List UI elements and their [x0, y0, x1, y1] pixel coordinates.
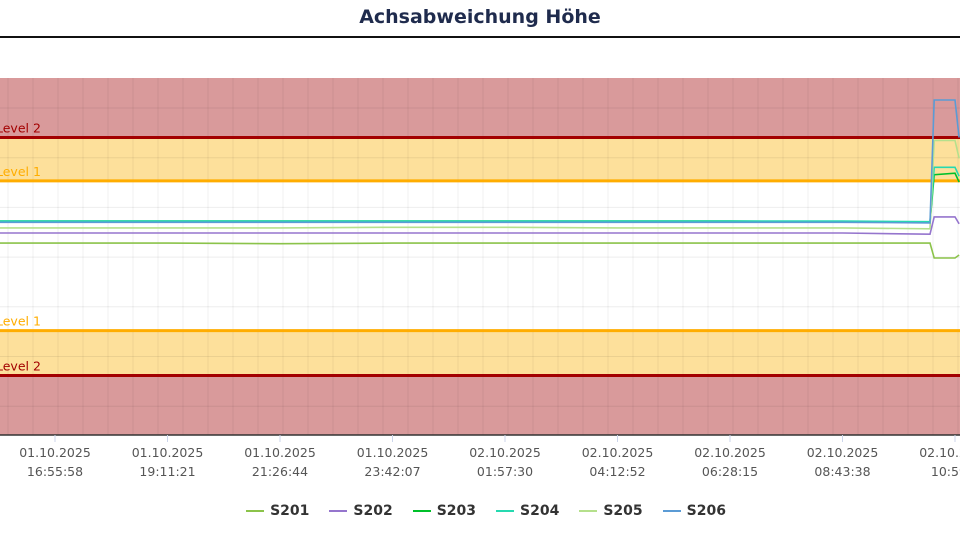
x-tick-date: 02.10.2025	[694, 445, 766, 460]
x-tick-time: 06:28:15	[702, 464, 758, 479]
legend-label: S206	[686, 503, 726, 519]
legend-item-s201[interactable]: S201	[246, 503, 309, 519]
x-tick-time: 08:43:38	[814, 464, 870, 479]
legend-label: S204	[520, 503, 560, 519]
legend-swatch	[329, 510, 348, 512]
legend-swatch	[496, 510, 514, 512]
legend-swatch	[246, 510, 265, 512]
level1-upper-zone	[0, 137, 960, 181]
legend-label: S202	[353, 503, 393, 519]
legend-item-s203[interactable]: S203	[412, 503, 476, 519]
legend-label: S201	[270, 503, 310, 519]
x-tick-time: 23:42:07	[364, 464, 420, 479]
threshold-label: Level 2	[0, 359, 41, 374]
series-line-s205	[0, 139, 960, 230]
x-tick-date: 01.10.2025	[244, 445, 316, 460]
threshold-label: Level 1	[0, 164, 41, 179]
legend-swatch	[579, 510, 598, 512]
level2-upper-zone	[0, 78, 960, 138]
x-tick-time: 01:57:30	[477, 464, 533, 479]
x-tick-time: 19:11:21	[139, 464, 195, 479]
legend-item-s205[interactable]: S205	[579, 503, 643, 519]
series-line-s202	[0, 216, 960, 236]
series-line-s201	[0, 242, 960, 259]
chart-plot: Level 2 Level 1 Level 1 Level 2 01.10.2025 16…	[0, 78, 960, 479]
legend-item-s204[interactable]: S204	[496, 503, 559, 519]
level1-lower-zone	[0, 330, 960, 376]
legend-label: S203	[436, 503, 476, 519]
x-tick-date: 01.10.2025	[132, 445, 204, 460]
threshold-label: Level 1	[0, 314, 41, 329]
chart-title: Achsabweichung Höhe	[0, 0, 960, 38]
legend-swatch	[662, 510, 681, 512]
legend-item-s206[interactable]: S206	[662, 503, 726, 519]
series-line-s206	[0, 99, 960, 224]
legend-item-s202[interactable]: S202	[329, 503, 393, 519]
x-tick-time: 21:26:44	[252, 464, 308, 479]
x-tick-date: 01.10.2025	[357, 445, 429, 460]
x-tick-date: 02.10.2025	[919, 445, 960, 460]
x-tick-date: 02.10.2025	[469, 445, 541, 460]
x-tick-time: 04:12:52	[589, 464, 645, 479]
legend: S201 S202 S203 S204 S205 S206	[6, 503, 960, 519]
level2-lower-zone	[0, 375, 960, 435]
series-line-s204	[0, 166, 960, 223]
x-tick-date: 02.10.2025	[807, 445, 879, 460]
x-tick-date: 02.10.2025	[582, 445, 654, 460]
x-tick-date: 01.10.2025	[19, 445, 91, 460]
x-tick-time: 16:55:58	[27, 464, 83, 479]
legend-label: S205	[603, 503, 643, 519]
x-tick-time: 10:59:0	[931, 464, 960, 479]
threshold-label: Level 2	[0, 121, 41, 136]
legend-swatch	[412, 510, 431, 512]
